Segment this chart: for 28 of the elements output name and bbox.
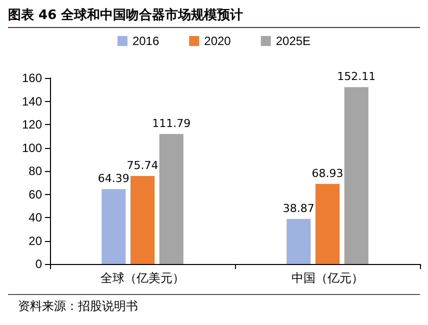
y-tick-label: 0 (35, 257, 42, 271)
legend-label: 2020 (204, 34, 232, 48)
chart-title: 图表 46 全球和中国吻合器市场规模预计 (8, 6, 244, 24)
y-tick-label: 80 (28, 164, 42, 178)
y-tick-label: 100 (22, 140, 42, 155)
data-label: 152.11 (337, 70, 376, 84)
bar (315, 184, 340, 264)
y-tick-label: 20 (28, 234, 42, 248)
y-tick-label: 40 (28, 210, 42, 224)
bar (344, 87, 368, 264)
bar (102, 189, 126, 264)
legend-label: 2016 (132, 34, 160, 48)
y-tick-label: 60 (28, 187, 42, 202)
data-label: 38.87 (282, 202, 314, 215)
y-tick-label: 120 (22, 118, 42, 132)
bar (159, 134, 184, 264)
x-tick-label: 中国（亿元） (292, 271, 364, 285)
data-label: 75.74 (126, 158, 158, 172)
y-tick-label: 160 (22, 71, 42, 85)
bar (286, 218, 311, 264)
data-label: 111.79 (152, 117, 191, 130)
bar (130, 176, 155, 264)
data-label: 64.39 (98, 172, 130, 186)
x-tick-label: 全球（亿美元） (100, 271, 184, 285)
y-tick-label: 140 (22, 94, 42, 108)
text: 资料来源：招股说明书 (18, 298, 138, 315)
data-label: 68.93 (312, 166, 344, 180)
legend-label: 2025E (276, 34, 311, 48)
